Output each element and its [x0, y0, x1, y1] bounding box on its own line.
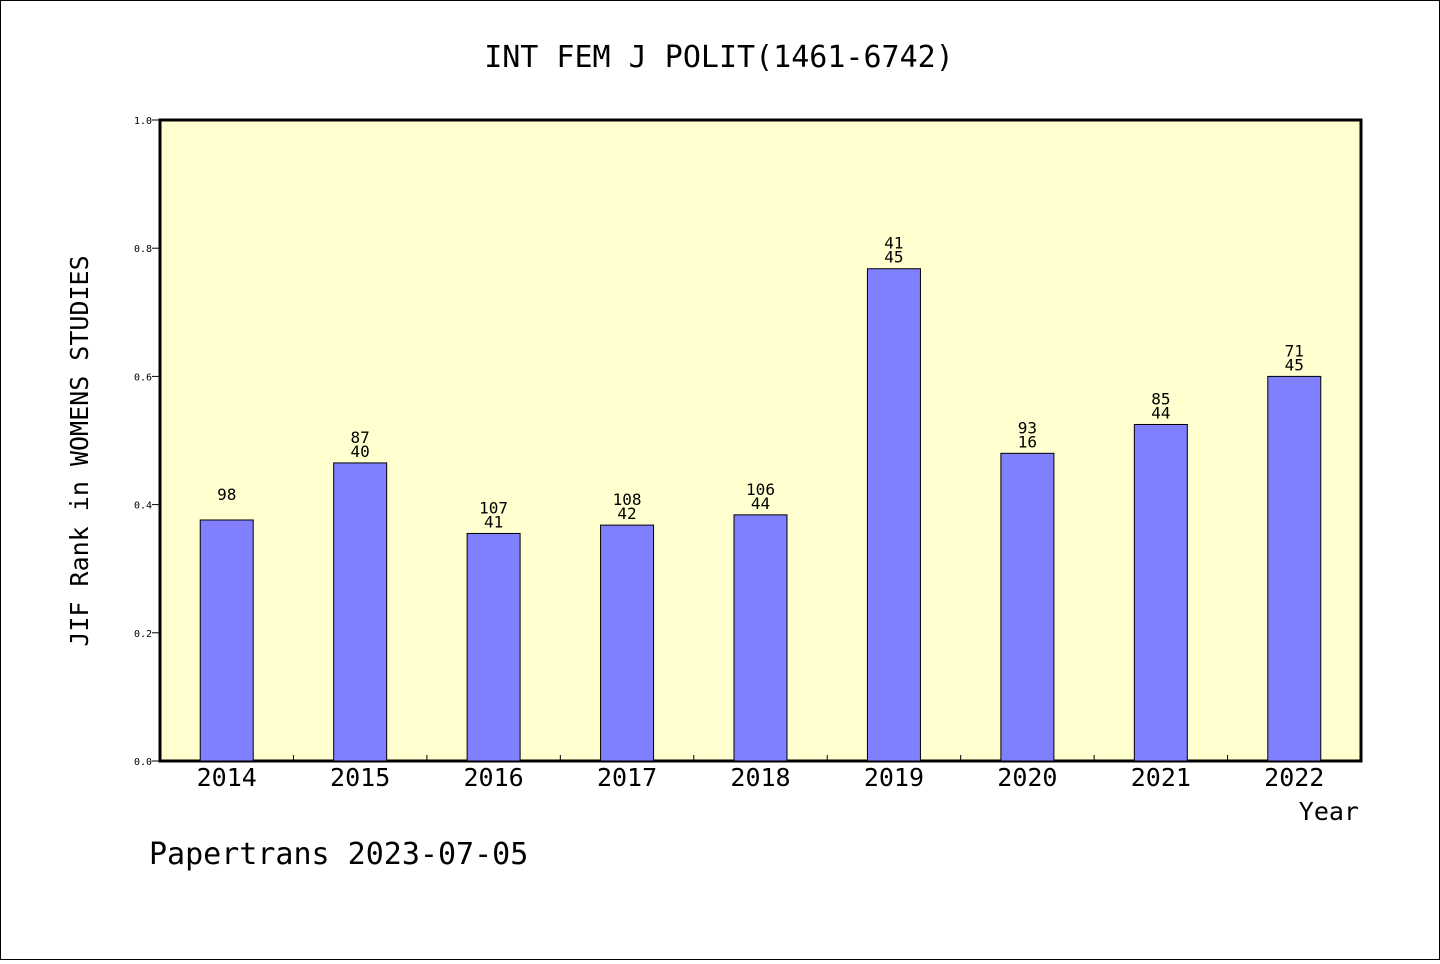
- y-tick-label: 0.0: [134, 757, 152, 768]
- bar-2015: [333, 462, 388, 762]
- y-tick-label: 1.0: [134, 116, 152, 127]
- bar-data-label: 44: [1151, 403, 1170, 422]
- bar-2019: [866, 268, 921, 762]
- bar-2017: [600, 524, 655, 762]
- bar-data-label: 93: [1018, 418, 1037, 437]
- y-tick-label: 0.2: [134, 629, 152, 640]
- x-tick-label: 2016: [464, 763, 524, 792]
- bar-data-label: 44: [751, 494, 770, 513]
- bar-data-label: 106: [746, 480, 775, 499]
- bar-2016: [466, 532, 521, 762]
- bar-data-label: 107: [479, 498, 508, 517]
- x-tick-label: 2018: [730, 763, 790, 792]
- y-tick-label: 0.6: [134, 372, 152, 383]
- x-tick-label: 2015: [330, 763, 390, 792]
- bar-data-label: 45: [1285, 355, 1304, 374]
- y-tick-label: 0.8: [134, 244, 152, 255]
- bar-data-label: 42: [617, 504, 636, 523]
- bar-data-label: 98: [217, 485, 236, 504]
- bar-data-label: 16: [1018, 432, 1037, 451]
- footer-text: Papertrans 2023-07-05: [149, 837, 528, 872]
- chart-title: INT FEM J POLIT(1461-6742): [484, 40, 954, 75]
- bar-2018: [733, 514, 788, 762]
- x-axis-label: Year: [1299, 797, 1359, 826]
- bar-data-label: 85: [1151, 389, 1170, 408]
- x-tick-label: 2014: [197, 763, 257, 792]
- y-axis-label: JIF Rank in WOMENS STUDIES: [65, 255, 94, 646]
- x-tick-label: 2022: [1264, 763, 1324, 792]
- bar-data-label: 41: [884, 234, 903, 253]
- bar-data-label: 45: [884, 248, 903, 267]
- bar-data-label: 108: [613, 490, 642, 509]
- x-tick-label: 2021: [1131, 763, 1191, 792]
- x-tick-label: 2019: [864, 763, 924, 792]
- bar-data-label: 71: [1285, 341, 1304, 360]
- bar-data-label: 40: [351, 442, 370, 461]
- bar-data-label: 87: [351, 428, 370, 447]
- bar-data-label: 41: [484, 512, 503, 531]
- bar-2021: [1133, 423, 1188, 762]
- bar-2014: [199, 519, 254, 762]
- y-tick-label: 0.4: [134, 501, 152, 512]
- x-tick-label: 2017: [597, 763, 657, 792]
- bar-2020: [1000, 452, 1055, 762]
- bar-2022: [1267, 375, 1322, 762]
- x-tick-label: 2020: [997, 763, 1057, 792]
